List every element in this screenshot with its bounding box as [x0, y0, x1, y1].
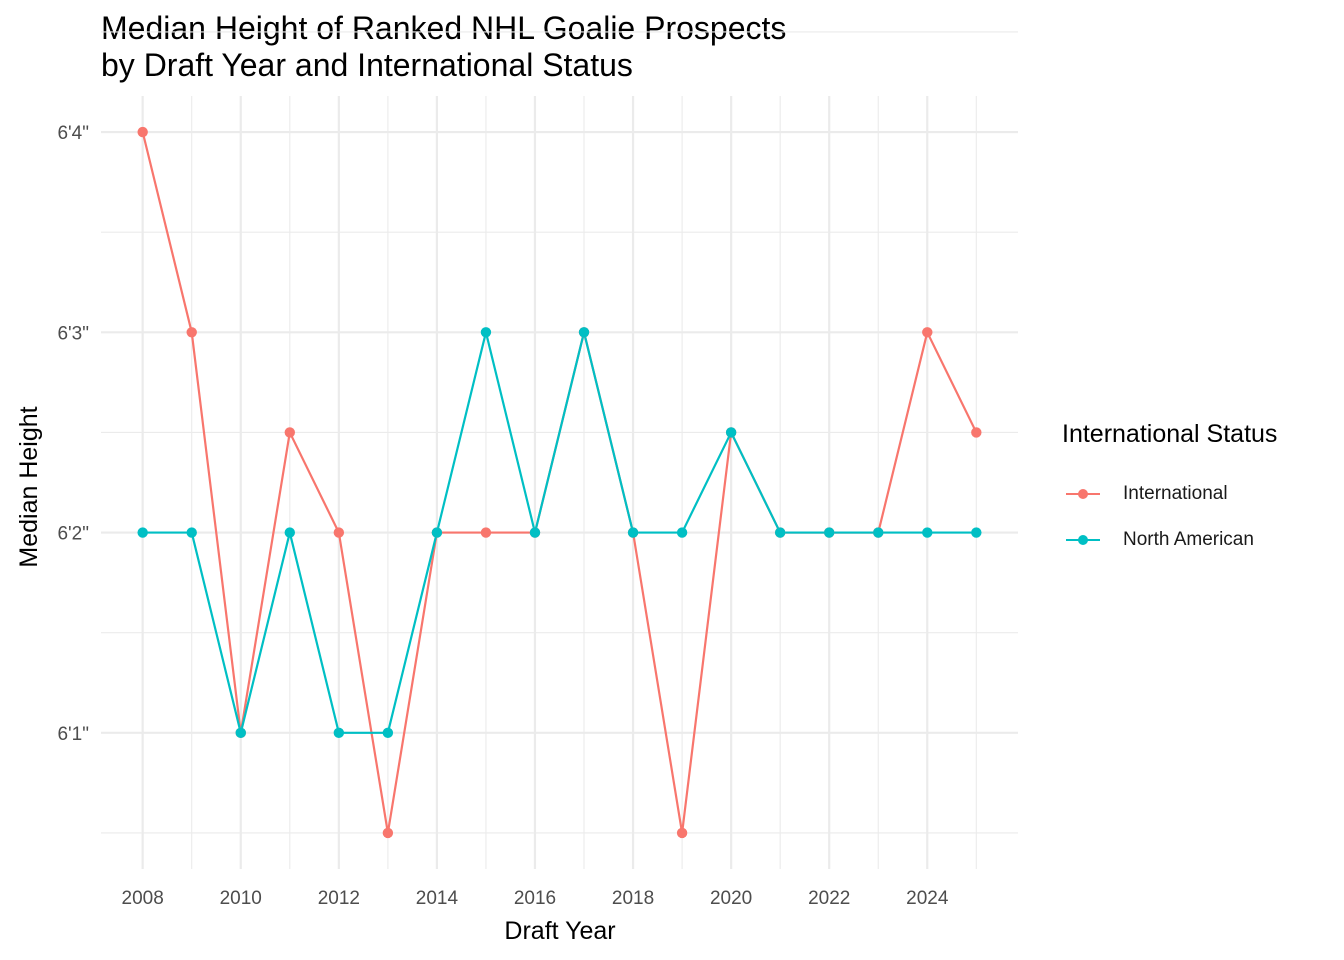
chart-title: Median Height of Ranked NHL Goalie Prosp… [101, 10, 786, 84]
data-point-north-american [186, 527, 197, 538]
x-tick-label: 2018 [612, 888, 654, 909]
y-tick-label: 6'1" [57, 724, 89, 745]
data-point-international [284, 427, 295, 438]
data-point-north-american [676, 527, 688, 538]
y-tick-label: 6'3" [57, 323, 89, 344]
y-axis-title: Median Height [15, 406, 43, 567]
data-point-north-american [971, 527, 982, 538]
x-axis-tick-labels: 2008 2010 2012 2014 2016 2018 2020 2022 2024 [122, 888, 949, 909]
data-point-international [333, 527, 345, 538]
series-line-international [141, 131, 978, 835]
x-tick-label: 2022 [808, 888, 850, 909]
data-point-north-american [382, 727, 394, 739]
major-gridlines [101, 96, 1018, 869]
x-tick-label: 2010 [220, 888, 262, 909]
legend-item-north-american: North American [1062, 517, 1277, 563]
data-point-north-american [774, 527, 786, 538]
series-line-north-american [142, 331, 977, 734]
x-tick-label: 2014 [416, 888, 459, 909]
x-tick-label: 2008 [122, 888, 164, 909]
data-point-north-american [431, 527, 443, 538]
data-point-international [137, 126, 148, 138]
series-lines [141, 131, 978, 835]
data-point-north-american [824, 527, 835, 538]
minor-gridlines [101, 31, 1018, 869]
series-points [137, 126, 982, 839]
data-point-international [382, 827, 394, 839]
legend-title: International Status [1062, 420, 1278, 448]
y-tick-label: 6'2" [57, 524, 89, 545]
legend-key-international [1062, 479, 1104, 509]
data-point-international [971, 427, 982, 438]
data-point-north-american [235, 727, 246, 739]
data-point-north-american [333, 727, 345, 739]
data-point-international [676, 827, 688, 839]
data-point-north-american [578, 327, 590, 338]
x-tick-label: 2016 [514, 888, 556, 909]
data-point-north-american [137, 527, 148, 538]
data-point-north-american [480, 327, 492, 338]
y-axis-tick-labels: 6'1" 6'2" 6'3" 6'4" [57, 123, 89, 745]
data-point-north-american [922, 527, 933, 538]
legend-item-international: International [1062, 471, 1277, 517]
legend-key-north-american [1062, 525, 1104, 555]
x-tick-label: 2020 [710, 888, 752, 909]
y-tick-label: 6'4" [57, 123, 89, 144]
data-point-north-american [627, 527, 639, 538]
legend-label-north-american: North American [1123, 529, 1254, 550]
data-point-north-american [284, 527, 295, 538]
chart-title-line-2: by Draft Year and International Status [101, 47, 633, 83]
chart-title-line-1: Median Height of Ranked NHL Goalie Prosp… [101, 10, 787, 46]
data-point-north-american [873, 527, 884, 538]
data-point-north-american [529, 527, 541, 538]
legend-label-international: International [1123, 483, 1228, 504]
x-tick-label: 2024 [906, 888, 949, 909]
x-axis-title: Draft Year [504, 917, 615, 945]
legend: International Status International North… [1062, 420, 1277, 563]
data-point-international [922, 327, 933, 338]
data-point-international [480, 527, 492, 538]
data-point-north-american [725, 427, 737, 438]
x-tick-label: 2012 [318, 888, 360, 909]
data-point-international [186, 327, 197, 338]
